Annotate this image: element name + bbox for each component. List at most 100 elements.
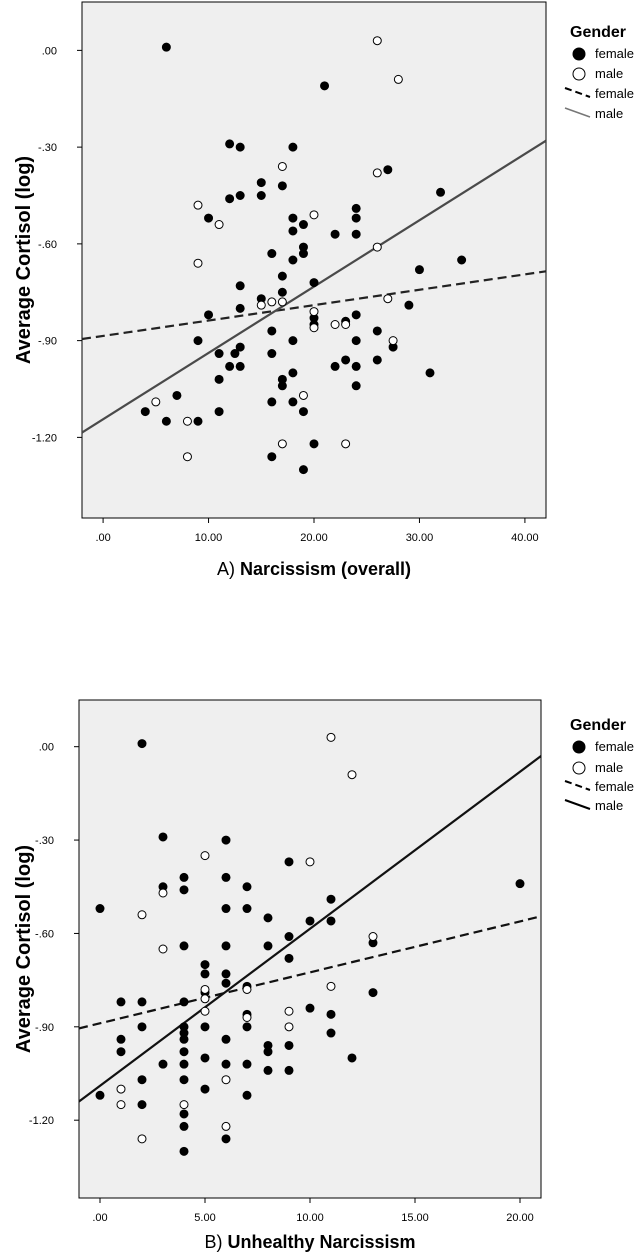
chart-panel-b: .00 -.30 -.60 -.90 -1.20 .00 5.00 10.00 15.00 20.… <box>13 699 634 1252</box>
point-male <box>372 242 382 252</box>
point-female <box>95 1090 105 1100</box>
point-female <box>221 978 231 988</box>
y-tick-label: -.90 <box>38 336 57 348</box>
point-female <box>221 1059 231 1069</box>
point-male <box>347 770 357 780</box>
point-female <box>267 249 277 259</box>
point-female <box>284 953 294 963</box>
point-female <box>221 969 231 979</box>
point-male <box>341 439 351 449</box>
point-female <box>116 1034 126 1044</box>
point-female <box>193 416 203 426</box>
point-male <box>372 36 382 46</box>
y-tick-label: .00 <box>42 45 57 57</box>
point-male <box>326 732 336 742</box>
point-female <box>288 368 298 378</box>
x-tick-label: 30.00 <box>406 532 434 544</box>
point-female <box>277 287 287 297</box>
point-female <box>161 42 171 52</box>
point-female <box>414 265 424 275</box>
point-female <box>137 1100 147 1110</box>
point-male <box>151 397 161 407</box>
point-female <box>263 1065 273 1075</box>
point-male <box>221 1121 231 1131</box>
point-male <box>200 851 210 861</box>
x-tick-label: 20.00 <box>506 1212 534 1224</box>
point-male <box>200 1006 210 1016</box>
point-male <box>116 1100 126 1110</box>
point-female <box>225 361 235 371</box>
point-male <box>284 1006 294 1016</box>
legend: Gender female male female male <box>564 717 634 813</box>
legend-label-female: female <box>595 739 634 754</box>
point-female <box>277 381 287 391</box>
point-female <box>326 1028 336 1038</box>
y-tick-label: -.30 <box>35 835 54 847</box>
x-axis-label: A) Narcissism (overall) <box>217 559 411 579</box>
point-male <box>330 320 340 329</box>
point-female <box>305 916 315 926</box>
point-male <box>200 994 210 1004</box>
point-male <box>309 323 319 333</box>
y-tick-label: .00 <box>39 742 54 754</box>
point-female <box>235 303 245 313</box>
plot-area <box>81 1 547 519</box>
point-female <box>221 872 231 882</box>
point-female <box>351 361 361 371</box>
point-male <box>242 984 252 994</box>
point-male <box>193 258 203 268</box>
point-female <box>204 213 214 223</box>
x-tick-label: 15.00 <box>401 1212 429 1224</box>
point-male <box>137 910 147 920</box>
point-female <box>330 361 340 371</box>
point-female <box>425 368 435 378</box>
chart-panel-a: .00 -.30 -.60 -.90 -1.20 .00 10.00 20.00 30.00 40… <box>13 1 634 579</box>
point-female <box>288 336 298 346</box>
point-female <box>179 941 189 951</box>
point-female <box>267 397 277 407</box>
point-female <box>140 407 150 417</box>
point-female <box>277 271 287 281</box>
point-female <box>235 191 245 200</box>
legend-line-male <box>564 107 591 118</box>
point-female <box>172 390 182 400</box>
point-female <box>263 941 273 951</box>
point-male <box>368 932 378 942</box>
point-female <box>267 326 277 336</box>
point-female <box>200 1022 210 1032</box>
point-female <box>179 1047 189 1057</box>
point-male <box>182 416 192 426</box>
point-male <box>137 1134 147 1144</box>
y-tick-label: -1.20 <box>32 432 57 444</box>
point-male <box>298 390 308 400</box>
point-female <box>242 1022 252 1032</box>
point-female <box>457 255 467 265</box>
legend-label-female: female <box>595 779 634 794</box>
point-female <box>267 452 277 462</box>
point-female <box>347 1053 357 1063</box>
point-male <box>309 210 319 220</box>
point-female <box>298 220 308 230</box>
point-female <box>368 988 378 998</box>
point-male <box>277 297 287 307</box>
point-female <box>288 226 298 236</box>
point-female <box>235 342 245 352</box>
plot-area <box>78 699 542 1199</box>
x-axis-label: B) Unhealthy Narcissism <box>204 1232 415 1252</box>
x-tick-label: 40.00 <box>511 532 539 544</box>
point-female <box>179 1034 189 1044</box>
x-tick-label: 5.00 <box>194 1212 215 1224</box>
point-female <box>309 278 319 288</box>
point-female <box>158 1059 168 1069</box>
point-male <box>116 1084 126 1094</box>
point-female <box>137 997 147 1007</box>
point-female <box>326 916 336 926</box>
point-female <box>326 1009 336 1019</box>
point-female <box>161 416 171 426</box>
point-female <box>298 249 308 259</box>
point-female <box>263 1047 273 1057</box>
legend-label-male: male <box>595 106 623 121</box>
point-male <box>158 888 168 898</box>
x-tick-label: 20.00 <box>300 532 328 544</box>
point-male <box>341 320 351 329</box>
